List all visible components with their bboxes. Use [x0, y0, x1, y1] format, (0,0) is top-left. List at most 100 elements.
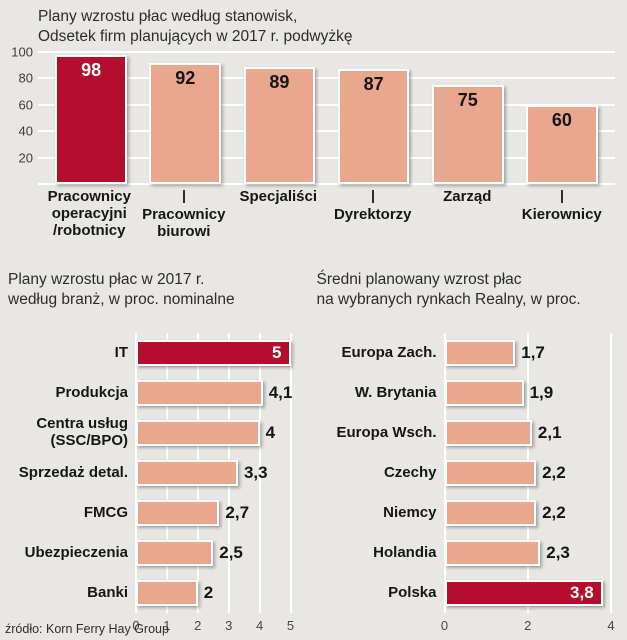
markets-chart: Średni planowany wzrost płac na wybranych… — [305, 268, 627, 640]
row-category-line: Niemcy — [383, 503, 437, 521]
row-category-line: Produkcja — [55, 383, 128, 401]
bar-slot: 89 — [232, 52, 326, 184]
bar-value-label: 2,2 — [542, 462, 566, 482]
category-label: Pracownicy biurowi — [137, 189, 232, 241]
bar-row: IT 5 — [8, 333, 305, 373]
bar-value-label: 75 — [457, 90, 478, 110]
row-category-label: FMCG — [8, 504, 136, 522]
category-label-line: Specjaliści — [239, 188, 318, 205]
bar-slot: 87 — [327, 52, 421, 184]
row-category-label: Europa Wsch. — [317, 424, 445, 442]
x-axis-tick-label: 3 — [225, 617, 233, 633]
source-credit: źródło: Korn Ferry Hay Group — [5, 622, 169, 636]
row-category-line: Polska — [388, 583, 437, 601]
positions-plot: 20 40 60 80 100 98 92 89 87 75 60 — [11, 45, 615, 185]
markets-title-line1: Średni planowany wzrost płac — [316, 271, 522, 288]
bar-track: 2,2 — [444, 493, 612, 533]
bar-value-label: 1,9 — [529, 382, 554, 402]
industries-rows: IT 5 Produkcja 4,1 Centra usług (SSC/BPO) 4 Spr… — [8, 332, 305, 613]
category-label: Specjaliści — [231, 188, 326, 241]
markets-x-axis: 0 2 4 — [441, 617, 615, 635]
positions-categories: Pracownicy operacyjni/robotnicy Pracownicy… — [42, 188, 609, 241]
bar: 89 — [243, 66, 316, 184]
category-label-line: Pracownicy — [142, 206, 226, 223]
gridline — [38, 103, 615, 106]
bar-row: Centra usług (SSC/BPO) 4 — [8, 413, 305, 453]
x-axis-tick-label: 0 — [440, 617, 449, 633]
bar-value-label: 92 — [175, 67, 196, 88]
gridline — [258, 332, 261, 613]
bar-value-label: 2,1 — [537, 422, 562, 442]
bar-value-label: 60 — [551, 109, 572, 130]
row-category-line: Centra usług — [36, 415, 128, 433]
bar-value-label: 98 — [81, 59, 102, 80]
bar — [136, 419, 260, 446]
bar-track: 3,3 — [136, 453, 291, 493]
row-category-line: Ubezpieczenia — [24, 543, 128, 561]
bar-slot: 75 — [421, 52, 515, 184]
category-tick-mark — [560, 190, 563, 203]
category-label-line: Dyrektorzy — [333, 206, 412, 223]
category-label: Pracownicy operacyjni/robotnicy — [42, 188, 137, 241]
bar: 98 — [55, 54, 127, 184]
bar-track: 2,2 — [444, 453, 612, 493]
bar-value-label: 4,1 — [268, 382, 293, 402]
row-category-label: IT — [8, 344, 136, 362]
markets-title-line2: na wybranych rynkach Realny, w proc. — [316, 291, 581, 309]
bar: 60 — [526, 104, 598, 184]
row-category-label: Europa Zach. — [317, 344, 445, 362]
bar-track: 3,8 — [444, 573, 612, 613]
category-label: Dyrektorzy — [326, 189, 421, 241]
category-label-line: operacyjni — [51, 204, 127, 222]
row-category-label: Produkcja — [8, 383, 136, 402]
bar-row: Banki 2 — [8, 573, 305, 613]
bar-row: Europa Wsch. 2,1 — [317, 413, 614, 453]
row-category-line: W. Brytania — [354, 383, 437, 401]
bar: 92 — [149, 62, 222, 184]
y-axis-tick-label: 80 — [18, 70, 33, 86]
bar — [444, 339, 516, 366]
bar-value-label: 5 — [272, 342, 282, 362]
row-category-label: Polska — [317, 583, 445, 602]
bar-row: Produkcja 4,1 — [8, 373, 305, 413]
row-category-label: Banki — [8, 584, 136, 602]
bar-value-label: 2,2 — [542, 502, 566, 522]
bar-track: 1,7 — [444, 333, 612, 373]
row-category-label: Ubezpieczenia — [8, 543, 136, 562]
bar — [136, 579, 198, 606]
bar-row: Ubezpieczenia 2,5 — [8, 533, 305, 573]
bar-track: 2 — [136, 573, 291, 613]
bar-track: 5 — [136, 333, 291, 373]
x-axis-tick-label: 4 — [607, 617, 615, 633]
x-axis-tick-label: 4 — [255, 617, 264, 633]
bar-track: 2,3 — [444, 533, 612, 573]
bar-row: Holandia 2,3 — [317, 533, 614, 573]
row-category-line: (SSC/BPO) — [50, 431, 128, 449]
industries-title-line2: według branż, w proc. nominalne — [8, 291, 235, 309]
row-category-label: Czechy — [317, 464, 445, 482]
category-label-line: Zarząd — [443, 188, 492, 205]
bar-row: Sprzedaż detal. 3,3 — [8, 453, 305, 493]
gridline — [38, 156, 615, 159]
bar-track: 2,5 — [136, 533, 291, 573]
y-axis-tick-label: 40 — [18, 123, 33, 139]
row-category-line: Holandia — [373, 543, 437, 561]
bar — [136, 539, 214, 566]
bar-value-label: 87 — [363, 74, 384, 95]
positions-chart: 20 40 60 80 100 98 92 89 87 75 60 Pracownicy operac… — [8, 45, 619, 241]
category-tick-mark — [371, 190, 374, 203]
industries-chart-title: Plany wzrostu płac w 2017 r. według branż… — [8, 270, 305, 311]
gridline — [38, 77, 615, 80]
bar — [444, 379, 524, 406]
markets-chart-title: Średni planowany wzrost płac na wybranych… — [317, 270, 614, 311]
category-label-line: biurowi — [157, 222, 211, 240]
bar-value-label: 2,7 — [225, 502, 250, 522]
row-category-label: Sprzedaż detal. — [8, 464, 136, 482]
positions-chart-title: Plany wzrostu płac według stanowisk, Odse… — [38, 7, 352, 48]
bar — [444, 539, 541, 566]
bar-value-label: 2,3 — [546, 542, 570, 562]
bar-value-label: 2 — [203, 582, 214, 602]
row-category-label: Niemcy — [317, 503, 445, 522]
bar-row: Polska 3,8 — [317, 573, 614, 613]
